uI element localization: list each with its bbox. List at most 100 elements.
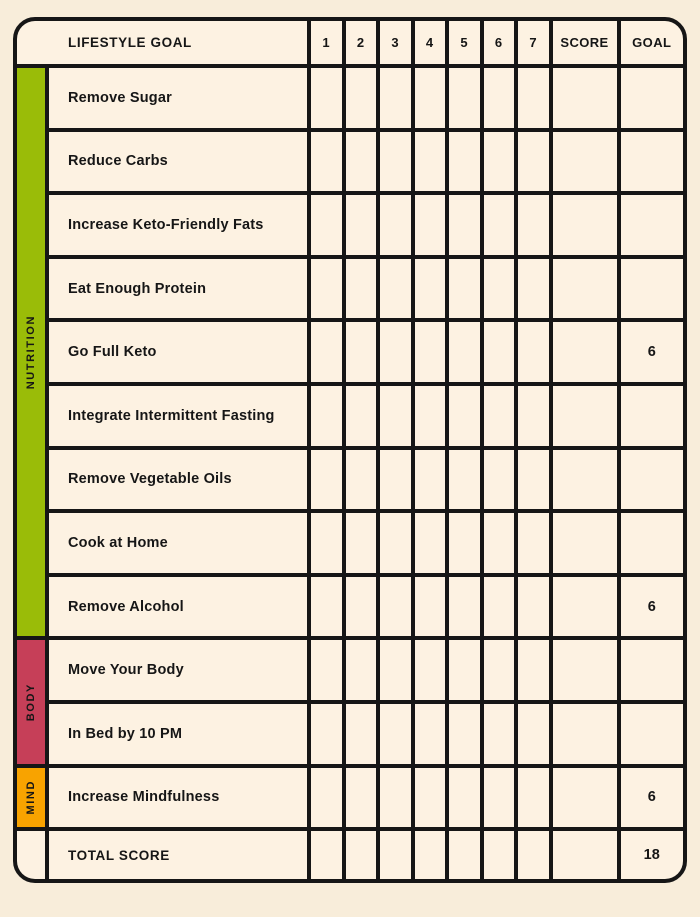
- day-6-checkbox-cell[interactable]: [483, 385, 514, 446]
- day-2-checkbox-cell[interactable]: [345, 449, 376, 510]
- score-cell[interactable]: [552, 767, 617, 828]
- goal-target-cell[interactable]: 6: [620, 767, 683, 828]
- day-1-checkbox-cell[interactable]: [311, 703, 342, 764]
- day-1-checkbox-cell[interactable]: [311, 576, 342, 637]
- day-6-checkbox-cell[interactable]: [483, 258, 514, 319]
- day-7-checkbox-cell[interactable]: [518, 513, 549, 573]
- day-4-checkbox-cell[interactable]: [414, 513, 445, 573]
- day-1-checkbox-cell[interactable]: [311, 195, 342, 255]
- score-cell[interactable]: [552, 831, 617, 880]
- day-2-checkbox-cell[interactable]: [345, 195, 376, 255]
- day-5-checkbox-cell[interactable]: [449, 385, 480, 446]
- day-4-checkbox-cell[interactable]: [414, 449, 445, 510]
- day-2-checkbox-cell[interactable]: [345, 640, 376, 700]
- score-cell[interactable]: [552, 385, 617, 446]
- day-1-checkbox-cell[interactable]: [311, 385, 342, 446]
- day-5-checkbox-cell[interactable]: [449, 703, 480, 764]
- goal-target-cell[interactable]: [620, 385, 683, 446]
- day-7-checkbox-cell[interactable]: [518, 767, 549, 828]
- score-cell[interactable]: [552, 131, 617, 192]
- day-4-checkbox-cell[interactable]: [414, 767, 445, 828]
- day-4-checkbox-cell[interactable]: [414, 385, 445, 446]
- day-5-checkbox-cell[interactable]: [449, 640, 480, 700]
- score-cell[interactable]: [552, 703, 617, 764]
- day-3-checkbox-cell[interactable]: [380, 576, 411, 637]
- goal-target-cell[interactable]: [620, 131, 683, 192]
- day-1-checkbox-cell[interactable]: [311, 449, 342, 510]
- day-4-checkbox-cell[interactable]: [414, 195, 445, 255]
- day-2-checkbox-cell[interactable]: [345, 385, 376, 446]
- day-3-checkbox-cell[interactable]: [380, 258, 411, 319]
- day-3-checkbox-cell[interactable]: [380, 131, 411, 192]
- day-2-checkbox-cell[interactable]: [345, 831, 376, 880]
- day-2-checkbox-cell[interactable]: [345, 513, 376, 573]
- day-7-checkbox-cell[interactable]: [518, 322, 549, 382]
- day-3-checkbox-cell[interactable]: [380, 68, 411, 128]
- day-7-checkbox-cell[interactable]: [518, 640, 549, 700]
- day-2-checkbox-cell[interactable]: [345, 258, 376, 319]
- score-cell[interactable]: [552, 258, 617, 319]
- day-2-checkbox-cell[interactable]: [345, 68, 376, 128]
- day-4-checkbox-cell[interactable]: [414, 131, 445, 192]
- day-2-checkbox-cell[interactable]: [345, 703, 376, 764]
- day-6-checkbox-cell[interactable]: [483, 195, 514, 255]
- goal-target-cell[interactable]: [620, 513, 683, 573]
- day-1-checkbox-cell[interactable]: [311, 68, 342, 128]
- day-1-checkbox-cell[interactable]: [311, 767, 342, 828]
- day-5-checkbox-cell[interactable]: [449, 831, 480, 880]
- day-1-checkbox-cell[interactable]: [311, 513, 342, 573]
- day-7-checkbox-cell[interactable]: [518, 258, 549, 319]
- day-2-checkbox-cell[interactable]: [345, 576, 376, 637]
- day-4-checkbox-cell[interactable]: [414, 322, 445, 382]
- day-6-checkbox-cell[interactable]: [483, 68, 514, 128]
- day-3-checkbox-cell[interactable]: [380, 322, 411, 382]
- day-5-checkbox-cell[interactable]: [449, 258, 480, 319]
- day-6-checkbox-cell[interactable]: [483, 449, 514, 510]
- day-5-checkbox-cell[interactable]: [449, 131, 480, 192]
- day-1-checkbox-cell[interactable]: [311, 640, 342, 700]
- day-4-checkbox-cell[interactable]: [414, 258, 445, 319]
- goal-target-cell[interactable]: [620, 195, 683, 255]
- goal-target-cell[interactable]: 6: [620, 322, 683, 382]
- day-7-checkbox-cell[interactable]: [518, 131, 549, 192]
- day-4-checkbox-cell[interactable]: [414, 703, 445, 764]
- day-6-checkbox-cell[interactable]: [483, 767, 514, 828]
- day-4-checkbox-cell[interactable]: [414, 68, 445, 128]
- day-6-checkbox-cell[interactable]: [483, 703, 514, 764]
- day-7-checkbox-cell[interactable]: [518, 831, 549, 880]
- day-6-checkbox-cell[interactable]: [483, 576, 514, 637]
- day-6-checkbox-cell[interactable]: [483, 131, 514, 192]
- day-1-checkbox-cell[interactable]: [311, 131, 342, 192]
- score-cell[interactable]: [552, 576, 617, 637]
- day-3-checkbox-cell[interactable]: [380, 449, 411, 510]
- goal-target-cell[interactable]: [620, 703, 683, 764]
- goal-target-cell[interactable]: [620, 640, 683, 700]
- day-7-checkbox-cell[interactable]: [518, 195, 549, 255]
- day-5-checkbox-cell[interactable]: [449, 68, 480, 128]
- score-cell[interactable]: [552, 513, 617, 573]
- day-6-checkbox-cell[interactable]: [483, 513, 514, 573]
- day-7-checkbox-cell[interactable]: [518, 68, 549, 128]
- day-5-checkbox-cell[interactable]: [449, 513, 480, 573]
- goal-target-cell[interactable]: 6: [620, 576, 683, 637]
- score-cell[interactable]: [552, 322, 617, 382]
- day-3-checkbox-cell[interactable]: [380, 513, 411, 573]
- goal-target-cell[interactable]: [620, 258, 683, 319]
- day-6-checkbox-cell[interactable]: [483, 640, 514, 700]
- day-1-checkbox-cell[interactable]: [311, 322, 342, 382]
- day-7-checkbox-cell[interactable]: [518, 576, 549, 637]
- day-4-checkbox-cell[interactable]: [414, 831, 445, 880]
- score-cell[interactable]: [552, 449, 617, 510]
- day-2-checkbox-cell[interactable]: [345, 767, 376, 828]
- day-7-checkbox-cell[interactable]: [518, 385, 549, 446]
- day-3-checkbox-cell[interactable]: [380, 640, 411, 700]
- day-5-checkbox-cell[interactable]: [449, 449, 480, 510]
- score-cell[interactable]: [552, 640, 617, 700]
- goal-target-cell[interactable]: [620, 449, 683, 510]
- day-2-checkbox-cell[interactable]: [345, 322, 376, 382]
- day-4-checkbox-cell[interactable]: [414, 576, 445, 637]
- day-7-checkbox-cell[interactable]: [518, 449, 549, 510]
- day-3-checkbox-cell[interactable]: [380, 385, 411, 446]
- day-3-checkbox-cell[interactable]: [380, 767, 411, 828]
- day-5-checkbox-cell[interactable]: [449, 195, 480, 255]
